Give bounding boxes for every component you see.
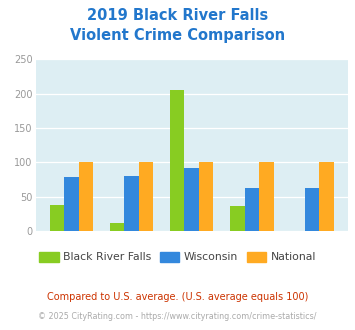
Text: Violent Crime Comparison: Violent Crime Comparison	[70, 28, 285, 43]
Bar	[199, 162, 213, 231]
Bar	[305, 188, 319, 231]
Bar	[319, 162, 334, 231]
Legend: Black River Falls, Wisconsin, National: Black River Falls, Wisconsin, National	[35, 247, 320, 267]
Bar	[110, 223, 124, 231]
Text: © 2025 CityRating.com - https://www.cityrating.com/crime-statistics/: © 2025 CityRating.com - https://www.city…	[38, 312, 317, 321]
Text: Compared to U.S. average. (U.S. average equals 100): Compared to U.S. average. (U.S. average …	[47, 292, 308, 302]
Bar	[139, 162, 153, 231]
Bar	[185, 168, 199, 231]
Bar	[230, 206, 245, 231]
Bar	[50, 205, 64, 231]
Bar	[124, 176, 139, 231]
Text: 2019 Black River Falls: 2019 Black River Falls	[87, 8, 268, 23]
Bar	[78, 162, 93, 231]
Bar	[64, 178, 78, 231]
Bar	[245, 188, 259, 231]
Bar	[259, 162, 274, 231]
Bar	[170, 90, 185, 231]
